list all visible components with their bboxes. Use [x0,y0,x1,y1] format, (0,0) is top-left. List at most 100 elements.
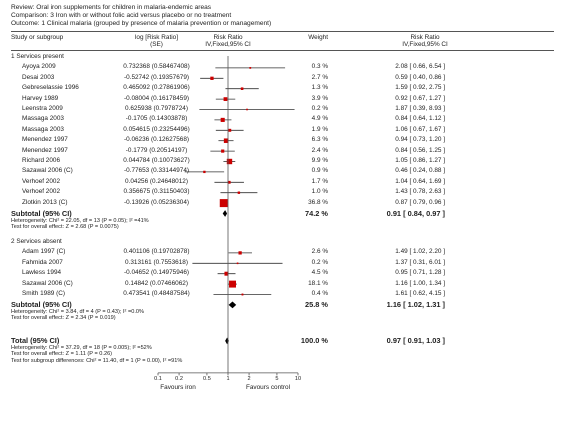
total-label: Total (95% CI) [11,336,60,346]
study-name: Leenstra 2009 [22,105,63,112]
study-logrr-se: 0.054615 (0.23254496) [123,125,190,133]
study-ci: 1.43 [ 0.78, 2.63 ] [395,188,445,196]
study-logrr-se: 0.044784 (0.10073627) [123,157,190,164]
study-ci: 1.49 [ 1.02, 2.20 ] [395,248,445,256]
x-tick-label: 2 [247,375,251,382]
study-marker [227,180,231,184]
study-weight: 1.0 % [311,188,328,196]
subtotal-label: Subtotal (95% CI) [11,299,72,309]
study-ci: 1.04 [ 0.64, 1.69 ] [395,177,445,185]
study-name: Harvey 1989 [22,94,59,102]
study-weight: 2.6 % [311,248,328,256]
study-name: Massaga 2003 [22,125,64,133]
study-marker [203,170,206,174]
column-header-divider [11,50,554,51]
study-name: Lawless 1994 [22,269,62,277]
subtotal-ci: 1.16 [ 1.02, 1.31 ] [386,299,445,309]
study-ci: 2.08 [ 0.66, 6.54 ] [395,63,445,71]
review-title: Review: Oral iron supplements for childr… [11,4,212,11]
study-marker [221,149,225,153]
study-logrr-se: -0.06236 (0.12627568) [123,136,190,144]
subgroup-title: 2 Services absent [11,238,62,245]
study-logrr-se: -0.13926 (0.05236304) [123,198,190,206]
column-header-rr2: Risk Ratio [410,34,440,41]
study-logrr-se: 0.14842 (0.07466062) [125,279,188,287]
study-marker [238,251,242,255]
comparison-line: Comparison: 3 Iron with or without folic… [11,12,232,19]
study-ci: 0.94 [ 0.73, 1.20 ] [395,136,445,144]
outcome-line: Outcome: 1 Clinical malaria (grouped by … [11,20,272,27]
x-tick-label: 5 [275,375,279,382]
study-logrr-se: -0.1705 (0.14303878) [125,115,188,123]
total-heterogeneity-stat: Heterogeneity: Chi² = 37.29, df = 18 (P … [11,344,152,351]
header-divider [11,31,554,32]
study-weight: 0.2 % [311,258,328,266]
subtotal-ci: 0.91 [ 0.84, 0.97 ] [386,208,445,218]
study-weight: 1.7 % [311,177,328,185]
study-weight: 1.9 % [311,125,328,133]
study-name: Richard 2006 [22,157,61,164]
study-logrr-se: -0.77653 (0.33144974) [123,167,190,175]
study-logrr-se: 0.313161 (0.7553618) [125,258,188,266]
study-weight: 6.3 % [311,136,328,144]
favours-control-label: Favours control [245,383,291,391]
study-ci: 0.59 [ 0.40, 0.86 ] [395,73,445,81]
study-logrr-se: 0.356675 (0.31150403) [123,188,190,196]
column-header-rr: Risk Ratio [213,34,243,41]
study-ci: 1.06 [ 0.67, 1.67 ] [395,125,445,133]
study-name: Fahmida 2007 [22,258,63,266]
study-marker [236,262,239,265]
study-weight: 0.9 % [311,167,328,175]
study-name: Smith 1989 (C) [22,290,65,297]
study-logrr-se: -0.52742 (0.19357679) [123,73,190,81]
study-ci: 1.59 [ 0.92, 2.75 ] [395,84,445,92]
study-logrr-se: 0.04256 (0.24648012) [125,177,188,185]
column-header-rr-method: IV,Fixed,95% CI [205,41,251,48]
x-tick-label: 1 [226,375,230,382]
column-header-study: Study or subgroup [11,34,64,41]
study-ci: 0.92 [ 0.67, 1.27 ] [395,94,445,102]
heterogeneity-stat: Heterogeneity: Chi² = 3.84, df = 4 (P = … [11,308,144,315]
study-weight: 4.5 % [311,269,328,277]
study-logrr-se: -0.1779 (0.20514197) [125,146,188,154]
study-logrr-se: 0.732368 (0.58467408) [123,63,190,71]
overall-effect-stat: Test for overall effect: Z = 2.68 (P = 0… [11,224,119,230]
column-header-se: (SE) [150,41,163,48]
subtotal-diamond [222,210,228,217]
study-marker [224,271,229,276]
study-marker [223,97,228,101]
study-weight: 1.3 % [311,84,328,92]
x-tick-label: 0.2 [175,375,183,382]
study-ci: 0.95 [ 0.71, 1.28 ] [395,269,445,277]
study-ci: 1.05 [ 0.86, 1.27 ] [395,157,445,164]
study-marker [228,128,232,132]
study-marker [240,87,244,90]
overall-effect-stat: Test for overall effect: Z = 2.34 (P = 0… [11,315,116,322]
study-name: Adam 1997 (C) [22,248,66,256]
total-ci: 0.97 [ 0.91, 1.03 ] [386,336,445,346]
study-logrr-se: 0.401106 (0.19702878) [123,248,190,256]
study-ci: 0.87 [ 0.79, 0.96 ] [395,198,445,206]
study-name: Verhoef 2002 [22,177,61,185]
study-name: Sazawal 2006 (C) [22,167,73,175]
subtotal-weight: 74.2 % [304,208,328,218]
study-marker [219,199,228,208]
study-marker [246,108,248,111]
study-name: Massaga 2003 [22,115,64,123]
study-logrr-se: -0.08004 (0.16178459) [123,94,190,102]
study-marker [229,280,236,288]
study-weight: 9.9 % [311,157,328,164]
study-name: Sazawal 2006 (C) [22,279,73,287]
study-name: Menendez 1997 [22,136,68,144]
heterogeneity-stat: Heterogeneity: Chi² = 22.05, df = 13 (P … [11,217,149,224]
study-weight: 3.9 % [311,94,328,102]
subgroup-title: 1 Services present [11,53,64,60]
study-name: Desai 2003 [22,73,55,81]
subtotal-weight: 25.8 % [304,299,328,309]
study-marker [223,138,229,143]
study-weight: 2.7 % [311,73,328,81]
study-ci: 1.87 [ 0.39, 8.93 ] [395,105,445,112]
column-header-logrr: log [Risk Ratio] [135,34,178,41]
study-name: Gebreselassie 1996 [22,84,79,92]
